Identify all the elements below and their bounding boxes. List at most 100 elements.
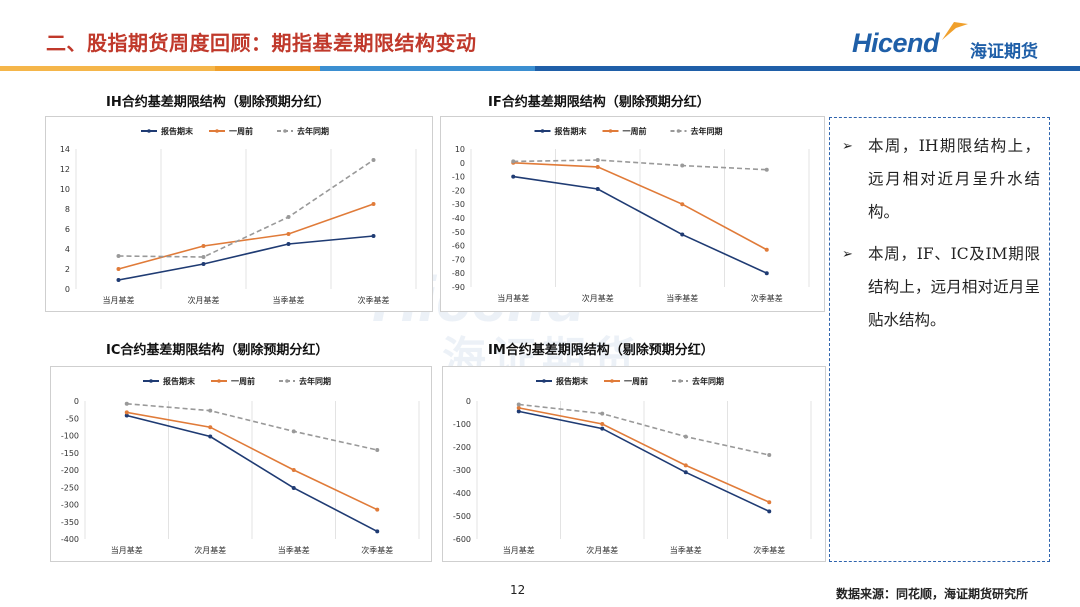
legend-marker <box>217 379 221 383</box>
data-point <box>124 410 129 415</box>
data-point <box>286 242 291 246</box>
data-point <box>595 158 600 163</box>
data-point <box>291 485 296 490</box>
data-point <box>375 447 380 452</box>
x-tick-label: 次月基差 <box>582 293 614 303</box>
series-line <box>118 159 374 258</box>
data-point <box>767 500 772 505</box>
y-tick-label: -150 <box>61 449 79 458</box>
legend-marker <box>610 379 614 383</box>
data-point <box>116 254 121 258</box>
series-line <box>518 410 770 513</box>
legend-label: 去年同期 <box>297 126 329 136</box>
y-tick-label: 0 <box>460 159 465 168</box>
note-text: 本周，IF、IC及IM期限结构上，远月相对近月呈贴水结构。 <box>868 245 1040 329</box>
chart-title-ih: IH合约基差期限结构（剔除预期分红） <box>106 95 330 110</box>
chart-title-ic: IC合约基差期限结构（剔除预期分红） <box>106 343 329 358</box>
data-point <box>600 422 605 426</box>
data-point <box>595 187 600 192</box>
data-point <box>511 159 516 164</box>
arrow-bullet-icon: ➢ <box>842 247 853 262</box>
series-line <box>126 402 378 451</box>
y-tick-label: -400 <box>453 489 471 498</box>
series-line <box>126 411 378 511</box>
page-title: 二、股指期货周度回顾：期指基差期限结构变动 <box>46 31 477 55</box>
x-tick-label: 次季基差 <box>358 295 390 305</box>
legend-marker <box>215 129 219 133</box>
y-tick-label: -100 <box>453 420 471 429</box>
y-tick-label: 8 <box>65 205 70 214</box>
data-point <box>764 271 769 276</box>
data-point <box>767 453 772 458</box>
x-tick-label: 次月基差 <box>586 545 618 555</box>
legend-label: 去年同期 <box>691 126 723 136</box>
data-point <box>767 509 772 514</box>
chart-title-im: IM合约基差期限结构（剔除预期分红） <box>488 343 714 358</box>
x-tick-label: 当月基差 <box>111 545 143 555</box>
chart-title-if: IF合约基差期限结构（剔除预期分红） <box>488 95 710 110</box>
data-point <box>201 244 206 248</box>
data-point <box>286 215 291 219</box>
logo-text-cn: 海证期货 <box>970 42 1038 62</box>
x-tick-label: 当季基差 <box>278 545 310 555</box>
y-tick-label: -300 <box>453 466 471 475</box>
y-tick-label: 0 <box>74 397 79 406</box>
logo-text-en: Hicend <box>852 28 940 58</box>
page-number: 12 <box>510 583 526 597</box>
y-tick-label: 12 <box>60 165 70 174</box>
series-line <box>126 414 378 533</box>
data-point <box>764 167 769 172</box>
data-point <box>291 468 296 472</box>
legend-marker <box>283 129 287 133</box>
x-tick-label: 当季基差 <box>273 295 305 305</box>
data-point <box>600 411 605 416</box>
series-line <box>518 407 770 503</box>
data-point <box>124 413 129 418</box>
y-tick-label: -50 <box>452 228 465 237</box>
y-tick-label: -10 <box>452 173 465 182</box>
series-line <box>513 162 768 251</box>
legend-label: 一周前 <box>231 376 255 386</box>
data-point <box>764 247 769 252</box>
legend-marker <box>149 379 153 383</box>
legend-label: 报告期末 <box>556 376 588 386</box>
data-point <box>516 405 521 410</box>
data-point <box>371 202 376 206</box>
y-tick-label: 6 <box>65 225 70 234</box>
legend-label: 报告期末 <box>163 376 195 386</box>
y-tick-label: -70 <box>452 255 465 264</box>
chart-ih-svg: 0 2 4 6 8 10 12 14 当月基差 次月基差 当季基差 次季基差 报告期末 一周前 去年同期 <box>60 126 417 305</box>
y-tick-label: -350 <box>61 518 79 527</box>
data-point <box>516 402 521 407</box>
data-point <box>208 434 213 439</box>
y-tick-label: 14 <box>60 145 70 154</box>
note-text: 本周，IH期限结构上，远月相对近月呈升水结构。 <box>868 137 1040 221</box>
series-line <box>518 403 770 456</box>
legend-label: 报告期末 <box>161 126 193 136</box>
data-point <box>124 401 129 406</box>
x-tick-label: 当月基差 <box>103 295 135 305</box>
data-point <box>511 174 516 179</box>
data-point <box>375 507 380 512</box>
legend-marker <box>608 129 613 133</box>
y-tick-label: -200 <box>61 466 79 475</box>
x-tick-label: 次月基差 <box>194 545 226 555</box>
x-tick-label: 当月基差 <box>497 293 529 303</box>
series-line <box>118 235 374 281</box>
data-point <box>286 232 291 236</box>
y-tick-label: -50 <box>66 414 79 423</box>
y-tick-label: -90 <box>452 283 465 292</box>
legend-marker <box>542 379 546 383</box>
y-tick-label: -80 <box>452 269 465 278</box>
y-tick-label: 0 <box>466 397 471 406</box>
y-tick-label: -20 <box>452 186 465 195</box>
y-tick-label: 4 <box>65 245 70 254</box>
data-point <box>600 426 605 431</box>
legend-label: 一周前 <box>624 376 648 386</box>
y-tick-label: -40 <box>452 214 465 223</box>
y-tick-label: -600 <box>453 535 471 544</box>
x-tick-label: 次月基差 <box>188 295 220 305</box>
data-point <box>680 202 685 207</box>
chart-ic: -400 -350 -300 -250 -200 -150 -100 -50 0 当月基差 次月基差… <box>50 366 432 562</box>
legend-label: 报告期末 <box>555 126 587 136</box>
